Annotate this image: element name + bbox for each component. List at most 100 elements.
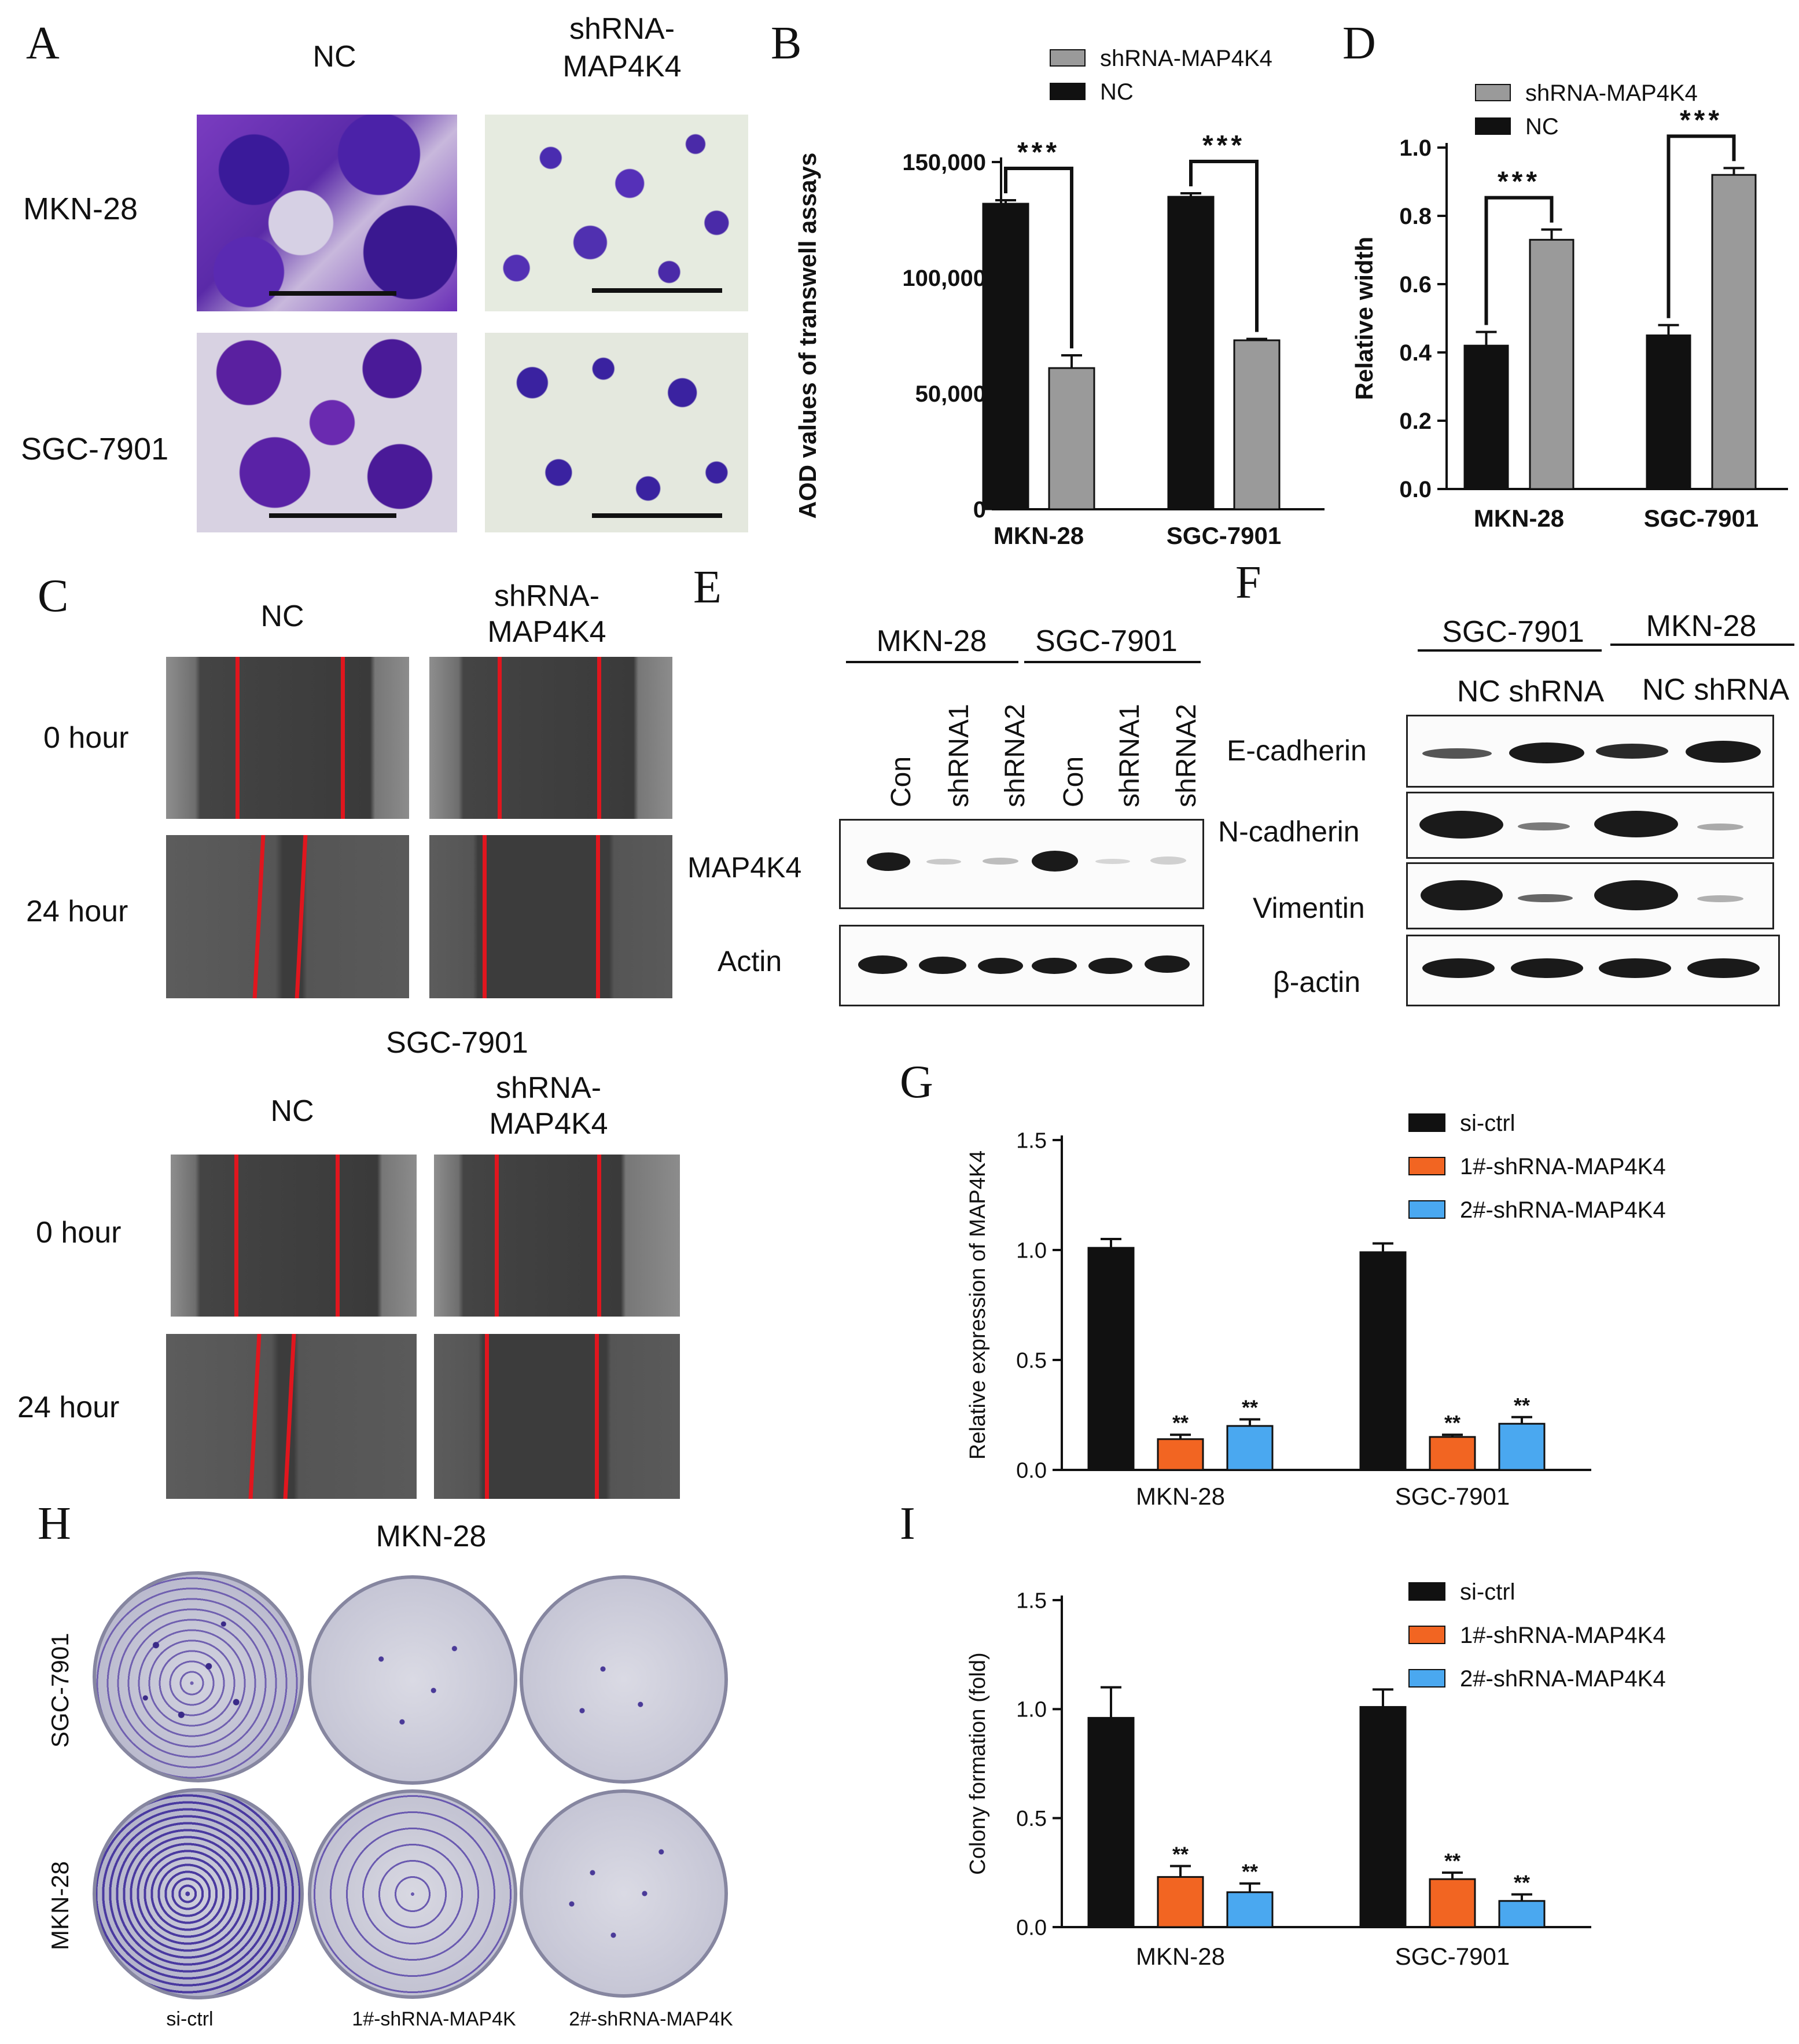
bar xyxy=(1498,1422,1546,1471)
panel-a-row-sgc: SGC-7901 xyxy=(21,432,169,466)
x-tick-label: SGC-7901 xyxy=(1644,505,1758,532)
scale-bar xyxy=(269,513,396,518)
wound-edge-line xyxy=(336,1155,340,1317)
wound-edge-line xyxy=(483,835,487,998)
bar xyxy=(1711,174,1757,490)
panel-h-row2: MKN-28 xyxy=(46,1861,73,1950)
colony-dish-sgc-sh1 xyxy=(308,1575,517,1785)
panel-letter-h: H xyxy=(38,1498,71,1549)
group-underline xyxy=(1418,649,1602,652)
legend-label: shRNA-MAP4K4 xyxy=(1100,46,1272,71)
x-tick-label: SGC-7901 xyxy=(1395,1943,1510,1970)
legend-swatch xyxy=(1408,1113,1445,1132)
blot-e-cadherin xyxy=(1406,715,1774,788)
panel-f-group1: SGC-7901 xyxy=(1442,615,1584,649)
band xyxy=(1686,741,1761,763)
bar xyxy=(1359,1251,1407,1471)
panel-a-col-sh-line2: MAP4K4 xyxy=(562,50,682,83)
y-tick-label: 1.5 xyxy=(1016,1128,1047,1153)
panel-h-row1: SGC-7901 xyxy=(46,1633,73,1748)
wound-edge-line xyxy=(596,835,600,998)
band xyxy=(1594,880,1678,910)
bar xyxy=(1157,1876,1204,1928)
micrograph-a-mkn-shrna xyxy=(485,115,748,311)
significance-marker: ** xyxy=(1444,1411,1460,1435)
bar xyxy=(1157,1438,1204,1471)
lane-label: shRNA1 xyxy=(944,704,974,807)
scale-bar xyxy=(592,513,722,518)
bar xyxy=(1463,344,1509,490)
wound-edge-line xyxy=(234,1155,238,1317)
significance-bracket xyxy=(1666,134,1736,318)
colony-dish-sgc-sictrl xyxy=(93,1571,304,1782)
blot-row-label: Actin xyxy=(718,945,782,977)
panel-h-title: MKN-28 xyxy=(376,1520,487,1553)
wound-edge-line xyxy=(252,835,266,998)
legend-swatch xyxy=(1408,1582,1445,1601)
band xyxy=(1145,955,1190,973)
wound-edge-line xyxy=(495,1155,499,1317)
group-underline xyxy=(846,661,1018,663)
panel-letter-g: G xyxy=(900,1057,933,1108)
band xyxy=(1088,958,1132,974)
band xyxy=(1421,880,1503,910)
x-tick-label: MKN-28 xyxy=(1474,505,1564,532)
wound-image-c2-shrna-0h xyxy=(434,1155,680,1317)
y-axis-label: Relative expression of MAP4K4 xyxy=(966,1150,990,1460)
band xyxy=(1032,851,1078,872)
micrograph-a-sgc-nc xyxy=(197,333,457,532)
scale-bar xyxy=(592,288,722,293)
bar xyxy=(1233,339,1281,510)
colony-dish-sgc-sh2 xyxy=(520,1575,728,1784)
panel-letter-d: D xyxy=(1342,18,1376,69)
band xyxy=(1032,958,1077,974)
band xyxy=(1596,744,1668,759)
panel-c2-col-sh-line2: MAP4K4 xyxy=(489,1107,608,1141)
band xyxy=(1687,958,1760,978)
panel-c-subtitle: SGC-7901 xyxy=(386,1026,528,1060)
panel-a-col-sh-line1: shRNA- xyxy=(569,12,675,46)
colony-dish-mkn-sh2 xyxy=(520,1789,728,1998)
lane-label: shRNA1 xyxy=(1114,704,1145,807)
panel-c2-col-nc: NC xyxy=(270,1094,314,1128)
bar xyxy=(982,203,1029,510)
y-tick-label: 1.0 xyxy=(1016,1238,1047,1263)
band xyxy=(1422,958,1495,978)
legend-swatch xyxy=(1050,49,1086,67)
x-tick-label: SGC-7901 xyxy=(1167,522,1281,549)
legend-label: si-ctrl xyxy=(1460,1111,1515,1136)
blot-actin xyxy=(839,925,1204,1006)
panel-a-col-nc: NC xyxy=(312,40,356,73)
blot-row-label: β-actin xyxy=(1273,966,1361,998)
y-tick-label: 50,000 xyxy=(915,381,986,407)
legend-swatch xyxy=(1475,84,1511,101)
blot-row-label: N-cadherin xyxy=(1218,815,1360,848)
wound-edge-line xyxy=(283,1334,296,1499)
wound-image-c1-nc-24h xyxy=(166,835,409,998)
band xyxy=(1594,811,1678,837)
wound-edge-line xyxy=(248,1334,262,1499)
wound-edge-line xyxy=(595,1334,599,1499)
y-tick-label: 0.0 xyxy=(1016,1458,1047,1483)
panel-c-row-0h: 0 hour xyxy=(43,721,129,755)
band xyxy=(1697,895,1743,902)
wound-edge-line xyxy=(341,657,345,819)
panel-h-col-label: 1#-shRNA-MAP4K xyxy=(352,2008,516,2030)
legend-swatch xyxy=(1475,117,1511,135)
wound-image-c2-nc-0h xyxy=(171,1155,417,1317)
wound-edge-line xyxy=(597,1155,601,1317)
bar xyxy=(1087,1716,1135,1928)
significance-marker: ** xyxy=(1172,1843,1189,1866)
chart-i: 0.0 0.5 1.0 1.5 Colony formation (fold) ** ** M… xyxy=(966,1579,1666,1970)
bar xyxy=(1529,238,1574,490)
significance-marker: ** xyxy=(1242,1396,1258,1420)
panel-c2-row-24h: 24 hour xyxy=(17,1391,120,1424)
significance-marker: *** xyxy=(1202,130,1245,161)
panel-letter-i: I xyxy=(900,1498,915,1549)
blot-n-cadherin xyxy=(1406,792,1774,859)
y-tick-label: 0.5 xyxy=(1016,1348,1047,1373)
wound-image-c2-shrna-24h xyxy=(434,1334,680,1499)
band xyxy=(1518,894,1573,902)
band xyxy=(867,852,910,871)
